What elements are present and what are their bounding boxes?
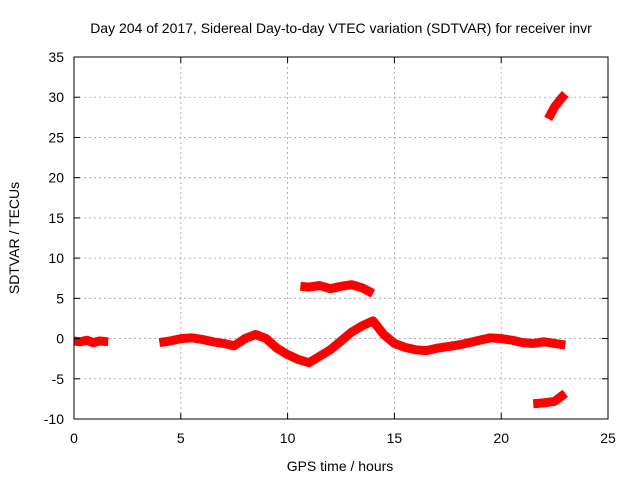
x-tick-label: 25 <box>600 430 616 446</box>
x-tick-label: 20 <box>493 430 509 446</box>
series-line-segment-2 <box>158 316 566 368</box>
grid <box>74 57 608 419</box>
data-marks <box>73 90 569 409</box>
axis-ticks: 0 5 10 15 20 25 -10 -5 0 5 10 15 20 25 30 35 <box>44 49 616 446</box>
x-tick-label: 10 <box>280 430 296 446</box>
y-tick-label: 10 <box>48 250 64 266</box>
y-tick-label: 5 <box>56 290 64 306</box>
y-tick-label: 20 <box>48 170 64 186</box>
y-tick-label: 0 <box>56 331 64 347</box>
chart-title: Day 204 of 2017, Sidereal Day-to-day VTE… <box>90 20 592 36</box>
y-tick-label: 15 <box>48 210 64 226</box>
y-tick-label: 35 <box>48 49 64 65</box>
y-axis-label: SDTVAR / TECUs <box>6 182 22 294</box>
y-tick-label: -10 <box>44 411 64 427</box>
x-tick-label: 0 <box>70 430 78 446</box>
y-tick-label: 30 <box>48 89 64 105</box>
x-tick-label: 15 <box>387 430 403 446</box>
x-tick-label: 5 <box>177 430 185 446</box>
x-axis-label: GPS time / hours <box>287 458 394 474</box>
series-line-segment-1 <box>73 335 109 348</box>
series-line-segment-3 <box>299 280 376 298</box>
y-tick-label: 25 <box>48 129 64 145</box>
plot-frame <box>73 56 609 420</box>
y-tick-label: -5 <box>52 371 65 387</box>
series-line-segment-4 <box>544 90 569 122</box>
series-line-segment-5 <box>532 389 568 409</box>
